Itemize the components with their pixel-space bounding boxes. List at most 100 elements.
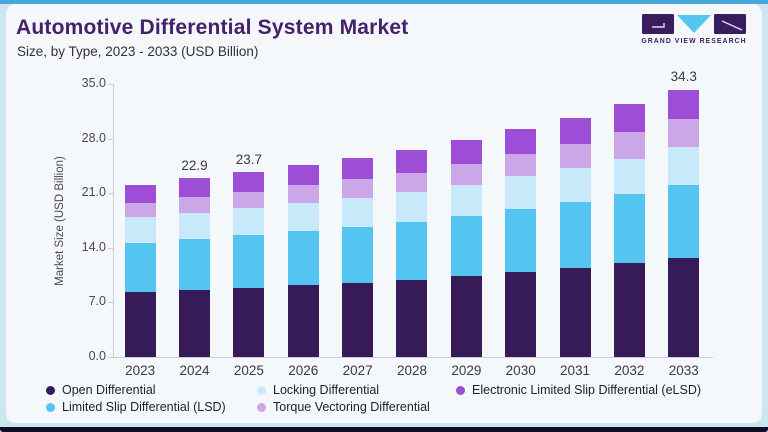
bar-segment-2026-lsd [287, 231, 319, 286]
bar-segment-2033-locking [668, 147, 700, 185]
x-tick-label-2027: 2027 [342, 363, 373, 378]
bar-2028 [396, 84, 428, 357]
bar-segment-2025-tvd [233, 191, 265, 209]
legend: Open Differential Locking Differential Ele… [46, 383, 754, 414]
gvr-logo-mark [642, 14, 746, 34]
bar-segment-2023-open [124, 292, 156, 357]
x-tick-label-2033: 2033 [668, 363, 699, 378]
bar-segment-2026-tvd [287, 185, 319, 204]
bar-segment-2028-locking [396, 192, 428, 223]
bar-2033: 34.3 [668, 69, 700, 357]
bar-segment-2032-tvd [613, 132, 645, 159]
bar-2027 [342, 84, 374, 357]
x-tick-label-2028: 2028 [396, 363, 427, 378]
page-title: Automotive Differential System Market [16, 16, 409, 39]
y-tick-mark-21.0 [108, 193, 113, 195]
bar-segment-2029-open [450, 275, 482, 357]
page-subtitle: Size, by Type, 2023 - 2033 (USD Billion) [17, 44, 259, 59]
top-accent-strip [0, 0, 768, 4]
bar-segment-2025-elsd [233, 172, 265, 192]
y-tick-mark-14.0 [108, 247, 113, 249]
bar-2025: 23.7 [233, 84, 265, 357]
bar-segment-2023-tvd [124, 202, 156, 218]
bar-segment-2029-elsd [450, 140, 482, 164]
gvr-logo: GRAND VIEW RESEARCH [638, 14, 750, 45]
bar-segment-2031-open [559, 268, 591, 357]
bar-segment-2028-lsd [396, 222, 428, 280]
bar-segment-2030-locking [505, 176, 537, 209]
bar-2032 [613, 84, 645, 357]
bar-segment-2031-tvd [559, 143, 591, 168]
bar-segment-2024-lsd [179, 239, 211, 290]
bar-segment-2030-lsd [505, 208, 537, 272]
legend-dot-locking [257, 385, 266, 395]
bar-segment-2033-open [668, 257, 700, 357]
x-axis-labels: 2023 2024 2025 2026 2027 2028 2029 2030 2031 2032… [113, 363, 711, 378]
bar-segment-2033-tvd [668, 119, 700, 148]
bar-segment-2027-locking [342, 197, 374, 227]
bar-segment-2031-locking [559, 167, 591, 202]
bar-segment-2025-lsd [233, 235, 265, 288]
bar-2029 [450, 84, 482, 357]
legend-label-tvd: Torque Vectoring Differential [273, 400, 430, 414]
bottom-dark-strip [0, 427, 768, 432]
bar-segment-2023-locking [124, 217, 156, 244]
y-tick-label-28.0: 28.0 [81, 130, 106, 145]
x-tick-label-2029: 2029 [451, 363, 482, 378]
y-tick-label-21.0: 21.0 [81, 185, 106, 200]
y-tick-label-0.0: 0.0 [88, 349, 106, 363]
bar-segment-2030-tvd [505, 153, 537, 177]
y-tick-label-14.0: 14.0 [81, 239, 106, 254]
x-tick-label-2031: 2031 [560, 363, 591, 378]
bar-segment-2023-lsd [124, 243, 156, 293]
legend-item-elsd: Electronic Limited Slip Differential (eL… [456, 383, 754, 397]
y-tick-mark-28.0 [108, 138, 113, 140]
bar-2031 [559, 84, 591, 357]
bar-segment-2025-open [233, 287, 265, 357]
bar-segment-2032-elsd [613, 104, 645, 133]
bar-segment-2026-elsd [287, 165, 319, 186]
bar-total-label-2024: 22.9 [181, 158, 208, 174]
bar-segment-2029-locking [450, 184, 482, 216]
legend-dot-open [46, 385, 55, 395]
legend-item-lsd: Limited Slip Differential (LSD) [46, 400, 257, 414]
legend-dot-tvd [257, 402, 266, 412]
x-tick-label-2024: 2024 [179, 363, 210, 378]
bar-segment-2024-open [179, 289, 211, 357]
bar-segment-2031-lsd [559, 201, 591, 269]
bar-segment-2025-locking [233, 208, 265, 236]
legend-label-locking: Locking Differential [273, 383, 380, 397]
legend-item-locking: Locking Differential [257, 383, 456, 397]
bar-segment-2030-open [505, 271, 537, 357]
bar-segment-2032-locking [613, 158, 645, 194]
y-axis-line [113, 84, 114, 357]
legend-dot-lsd [46, 402, 55, 412]
chart-card: Automotive Differential System Market Si… [6, 4, 762, 423]
bar-2024: 22.9 [179, 84, 211, 357]
y-tick-mark-7.0 [108, 302, 113, 304]
bar-2026 [287, 84, 319, 357]
bar-segment-2032-open [613, 263, 645, 357]
x-tick-label-2025: 2025 [233, 363, 264, 378]
legend-label-elsd: Electronic Limited Slip Differential (eL… [472, 383, 702, 397]
bar-segment-2031-elsd [559, 117, 591, 144]
x-tick-label-2026: 2026 [288, 363, 319, 378]
bar-segment-2026-locking [287, 203, 319, 232]
x-tick-label-2023: 2023 [125, 363, 156, 378]
bar-segment-2027-elsd [342, 158, 374, 180]
bar-segment-2024-elsd [179, 178, 211, 198]
bar-segment-2027-lsd [342, 226, 374, 283]
y-tick-mark-0.0 [108, 357, 113, 358]
y-tick-label-7.0: 7.0 [88, 294, 106, 309]
bar-segment-2029-lsd [450, 215, 482, 276]
legend-item-open: Open Differential [46, 383, 257, 397]
x-tick-label-2032: 2032 [614, 363, 645, 378]
y-axis-title: Market Size (USD Billion) [54, 156, 66, 286]
x-tick-label-2030: 2030 [505, 363, 536, 378]
plot-area: 22.9 23.7 34.3 [113, 69, 711, 357]
bar-2030 [505, 84, 537, 357]
bar-segment-2033-lsd [668, 184, 700, 258]
bar-segment-2028-elsd [396, 149, 428, 173]
bar-total-label-2033: 34.3 [670, 69, 697, 85]
